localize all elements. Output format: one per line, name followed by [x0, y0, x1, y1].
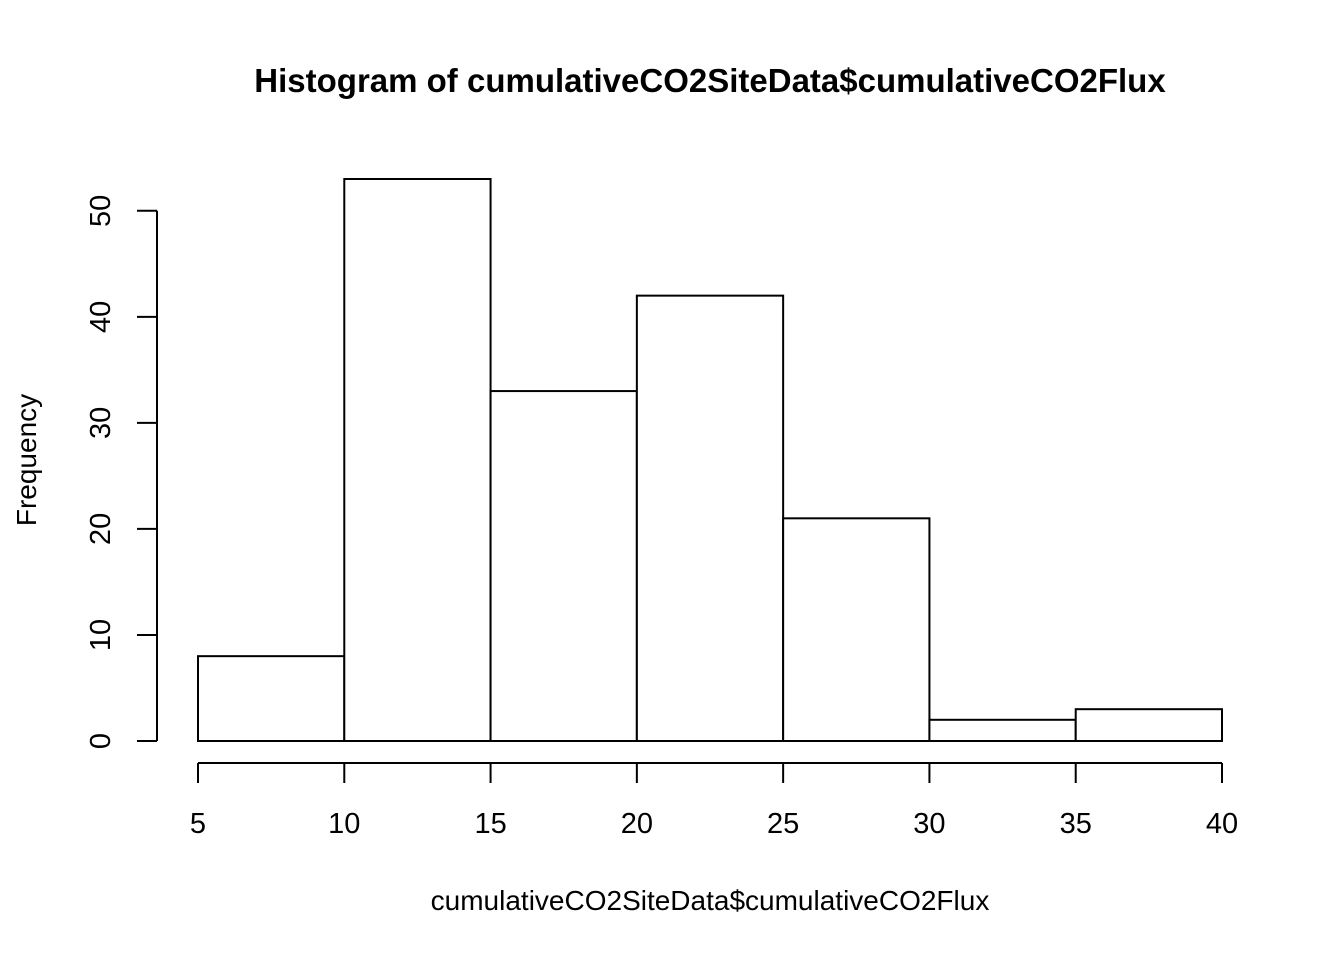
y-axis-label: Frequency — [11, 394, 42, 526]
y-tick-label: 0 — [85, 733, 117, 749]
histogram-bar-30-35 — [928, 718, 1077, 743]
histogram-bar-35-40 — [1074, 708, 1223, 742]
y-axis: 0 10 20 30 40 50 — [85, 195, 158, 749]
y-tick-label: 40 — [85, 301, 117, 333]
x-tick-label: 5 — [190, 808, 206, 840]
histogram-bar-5-10 — [197, 655, 346, 742]
histogram-bar-20-25 — [635, 294, 785, 742]
bars — [197, 178, 1223, 743]
x-tick-label: 30 — [913, 808, 945, 840]
x-axis: 5 10 15 20 25 30 35 40 — [190, 762, 1238, 840]
x-tick-label: 10 — [328, 808, 360, 840]
x-tick-label: 25 — [767, 808, 799, 840]
histogram-bar-25-30 — [782, 517, 931, 742]
y-tick-label: 10 — [85, 619, 117, 651]
histogram-bar-10-15 — [343, 178, 492, 742]
x-axis-label: cumulativeCO2SiteData$cumulativeCO2Flux — [431, 885, 990, 916]
x-tick-label: 20 — [621, 808, 653, 840]
y-tick-label: 20 — [85, 513, 117, 545]
x-tick-label: 40 — [1206, 808, 1238, 840]
histogram-bar-15-20 — [489, 390, 638, 742]
x-tick-label: 35 — [1060, 808, 1092, 840]
y-tick-label: 50 — [85, 195, 117, 227]
x-tick-label: 15 — [474, 808, 506, 840]
y-tick-label: 30 — [85, 407, 117, 439]
chart-title: Histogram of cumulativeCO2SiteData$cumul… — [254, 62, 1166, 99]
